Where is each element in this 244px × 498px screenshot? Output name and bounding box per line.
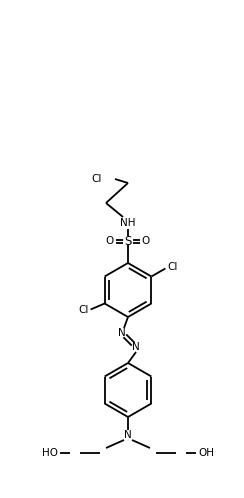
Text: OH: OH (198, 448, 214, 458)
Text: Cl: Cl (92, 174, 102, 184)
Text: N: N (118, 328, 126, 338)
Text: O: O (142, 236, 150, 246)
Text: NH: NH (120, 218, 136, 228)
Text: S: S (124, 235, 132, 248)
Text: O: O (106, 236, 114, 246)
Text: Cl: Cl (78, 304, 89, 315)
Text: N: N (132, 342, 140, 352)
Text: Cl: Cl (167, 261, 178, 271)
Text: N: N (124, 430, 132, 440)
Text: HO: HO (42, 448, 58, 458)
